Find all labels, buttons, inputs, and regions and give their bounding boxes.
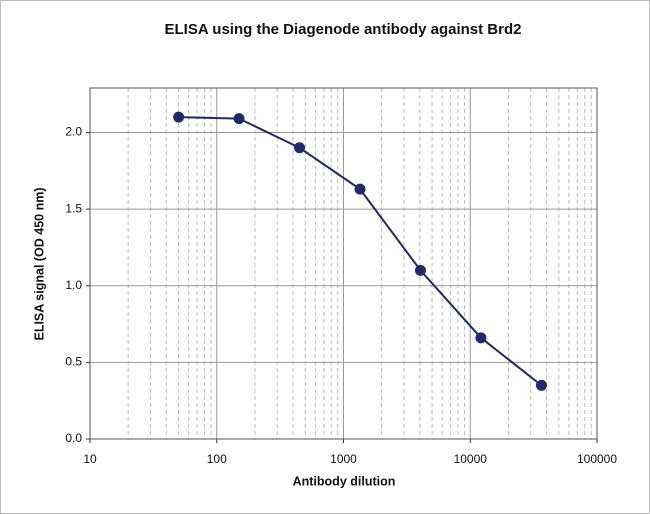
data-point (414, 264, 426, 276)
data-point (173, 111, 185, 123)
y-tick-label: 1.5 (65, 201, 82, 215)
data-point (535, 379, 547, 391)
chart-title: ELISA using the Diagenode antibody again… (165, 21, 522, 38)
x-tick-label: 10 (83, 452, 97, 466)
x-tick-label: 10000 (454, 452, 488, 466)
data-point (294, 142, 306, 154)
y-tick-label: 0.0 (65, 431, 82, 445)
y-tick-label: 0.5 (65, 355, 82, 369)
x-tick-label: 100 (207, 452, 227, 466)
plot-border (89, 87, 598, 440)
x-axis-label: Antibody dilution (293, 474, 396, 488)
data-point (233, 113, 245, 125)
y-tick-label: 2.0 (65, 125, 82, 139)
data-point (475, 332, 487, 344)
x-tick-label: 1000 (330, 452, 357, 466)
data-point (354, 183, 366, 195)
x-tick-label: 100000 (577, 452, 617, 466)
y-axis-label: ELISA signal (OD 450 nm) (32, 187, 46, 340)
y-tick-label: 1.0 (65, 278, 82, 292)
